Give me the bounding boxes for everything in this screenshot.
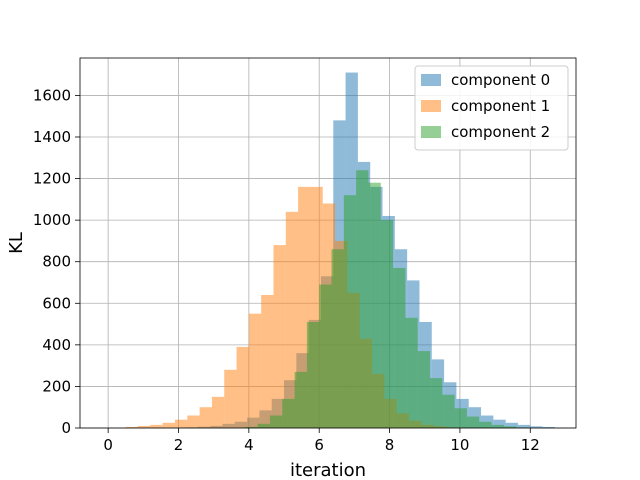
series-2-bars — [245, 170, 529, 428]
y-tick-label: 1400 — [33, 128, 71, 146]
x-axis-label: iteration — [290, 460, 366, 480]
histogram-bar — [503, 426, 517, 428]
x-tick-label: 2 — [174, 436, 184, 454]
legend-swatch — [421, 74, 441, 86]
histogram-bar — [479, 421, 492, 428]
histogram-bar — [454, 408, 467, 428]
histogram-bar — [174, 419, 188, 428]
histogram-bar — [257, 423, 270, 428]
y-tick-label: 600 — [42, 294, 71, 312]
histogram-bar — [331, 249, 344, 428]
histogram-bar — [224, 369, 237, 428]
histogram-bar — [211, 396, 225, 428]
histogram-bar — [294, 371, 307, 428]
histogram-bar — [187, 415, 200, 428]
legend-swatch — [421, 100, 441, 112]
plot-frame — [79, 57, 577, 429]
histogram-bar — [236, 346, 249, 428]
legend: component 0 component 1 component 2 — [414, 65, 569, 151]
histogram-bar — [150, 424, 163, 428]
histogram-bar — [125, 426, 139, 428]
y-tick-label: 0 — [61, 419, 71, 437]
histogram-bar — [430, 378, 443, 428]
legend-swatch — [421, 126, 441, 138]
histogram-bar — [466, 416, 480, 428]
histogram-bar — [393, 267, 406, 428]
y-tick-label: 400 — [42, 336, 71, 354]
histogram-bar — [530, 426, 543, 428]
legend-label: component 2 — [451, 123, 550, 141]
histogram-bar — [542, 426, 555, 428]
histogram-bar — [282, 398, 295, 428]
histogram-bar — [380, 220, 394, 428]
histogram-bar — [405, 317, 418, 428]
x-tick-label: 4 — [244, 436, 254, 454]
x-tick-label: 10 — [450, 436, 469, 454]
y-tick-label: 1200 — [33, 170, 71, 188]
histogram-bar — [368, 182, 381, 428]
histogram-bar — [442, 394, 455, 428]
histogram-bar — [138, 425, 151, 428]
y-axis-label: KL — [6, 232, 27, 254]
histogram-bar — [505, 422, 518, 428]
histogram-bar — [491, 424, 504, 428]
histogram-bar — [417, 351, 431, 428]
histogram-bar — [493, 419, 506, 428]
histogram-bar — [248, 313, 262, 428]
x-tick-label: 0 — [103, 436, 113, 454]
x-tick-label: 12 — [521, 436, 540, 454]
y-tick-label: 1000 — [33, 211, 71, 229]
histogram-bar — [273, 245, 286, 428]
histogram-bar — [306, 321, 320, 428]
legend-label: component 0 — [451, 71, 550, 89]
axis-ticks: 0 2 4 6 8 10 12 0 200 400 600 800 1000 1200 1400 1600 — [33, 86, 540, 454]
histogram-bar — [269, 415, 283, 428]
histogram-bar — [319, 284, 332, 428]
y-tick-label: 200 — [42, 377, 71, 395]
x-tick-label: 8 — [385, 436, 395, 454]
histogram-bar — [356, 170, 369, 428]
legend-frame — [414, 65, 569, 151]
histogram-bar — [162, 422, 175, 428]
histogram-bars — [125, 72, 555, 428]
histogram-bar — [343, 195, 357, 428]
y-tick-label: 1600 — [33, 86, 71, 104]
histogram-bar — [199, 407, 212, 428]
x-tick-label: 6 — [314, 436, 324, 454]
legend-label: component 1 — [451, 97, 550, 115]
histogram-bar — [245, 426, 258, 428]
histogram-bar — [261, 294, 274, 428]
y-tick-label: 800 — [42, 253, 71, 271]
histogram-bar — [517, 424, 531, 428]
